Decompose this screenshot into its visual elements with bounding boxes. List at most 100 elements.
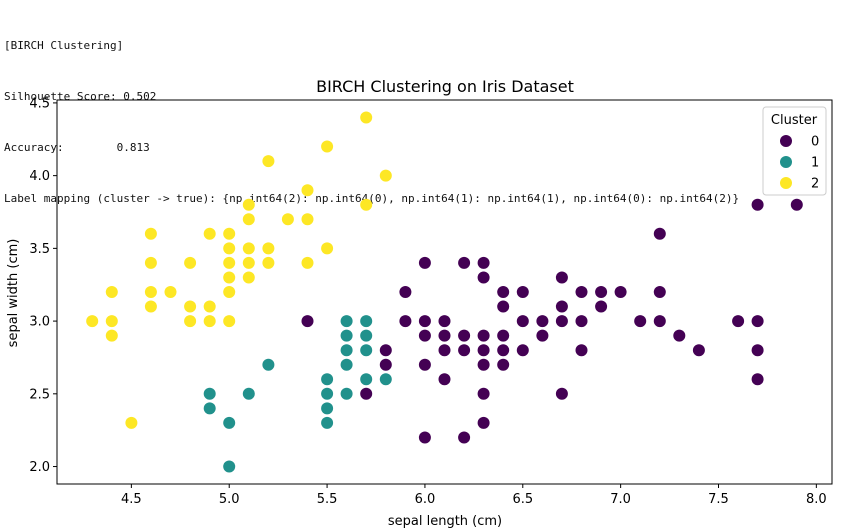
- x-tick-label: 7.5: [708, 492, 729, 507]
- y-tick-label: 3.5: [29, 242, 50, 257]
- data-point: [751, 344, 764, 357]
- legend-title: Cluster: [771, 113, 818, 128]
- data-point: [125, 416, 138, 429]
- data-point: [340, 329, 353, 342]
- data-point: [399, 315, 412, 328]
- console-line: Label mapping (cluster -> true): {np.int…: [4, 192, 740, 205]
- data-point: [634, 315, 647, 328]
- data-point: [321, 373, 334, 386]
- data-point: [555, 271, 568, 284]
- data-point: [516, 286, 529, 298]
- data-point: [477, 329, 490, 342]
- data-point: [477, 358, 490, 371]
- data-point: [477, 416, 490, 429]
- data-point: [555, 387, 568, 400]
- x-tick-label: 5.5: [317, 492, 338, 507]
- x-axis-label: sepal length (cm): [388, 514, 502, 528]
- data-point: [555, 315, 568, 328]
- data-point: [418, 431, 431, 444]
- data-point: [790, 198, 803, 211]
- data-point: [164, 286, 177, 298]
- plot-area-frame: [56, 99, 833, 485]
- data-point: [184, 256, 197, 269]
- console-output: [BIRCH Clustering] Silhouette Score: 0.5…: [4, 3, 739, 224]
- data-point: [360, 373, 373, 386]
- data-point: [692, 344, 705, 357]
- data-point: [360, 329, 373, 342]
- data-point: [497, 286, 510, 298]
- data-point: [321, 416, 334, 429]
- data-point: [242, 242, 255, 255]
- data-point: [223, 315, 236, 328]
- data-point: [223, 286, 236, 298]
- data-point: [497, 300, 510, 313]
- legend-label: 1: [811, 156, 819, 171]
- data-point: [340, 344, 353, 357]
- data-point: [516, 344, 529, 357]
- chart-title: BIRCH Clustering on Iris Dataset: [316, 77, 574, 96]
- data-point: [673, 329, 686, 342]
- data-point: [281, 213, 294, 226]
- data-point: [321, 387, 334, 400]
- data-point: [575, 315, 588, 328]
- y-tick-label: 4.0: [29, 169, 50, 184]
- data-point: [477, 387, 490, 400]
- data-point: [340, 387, 353, 400]
- data-point: [458, 329, 471, 342]
- data-point: [144, 256, 157, 269]
- data-point: [516, 315, 529, 328]
- data-point: [262, 155, 275, 168]
- x-axis: 4.5 5.0 5.5 6.0 6.5 7.0 7.5 8.0: [121, 484, 827, 507]
- data-point: [203, 227, 216, 240]
- y-tick-label: 2.5: [29, 387, 50, 402]
- data-point: [379, 373, 392, 386]
- data-point: [144, 300, 157, 313]
- data-point: [379, 169, 392, 182]
- data-point: [595, 286, 608, 298]
- data-point: [653, 286, 666, 298]
- y-axis: 2.0 2.5 3.0 3.5 4.0 4.5: [29, 96, 57, 475]
- data-point: [105, 329, 118, 342]
- data-point: [360, 315, 373, 328]
- data-point: [242, 256, 255, 269]
- y-tick-label: 3.0: [29, 315, 50, 330]
- data-point: [262, 242, 275, 255]
- data-point: [360, 111, 373, 124]
- data-point: [301, 184, 314, 197]
- legend-marker: [780, 135, 792, 147]
- data-point: [203, 300, 216, 313]
- data-point: [184, 300, 197, 313]
- x-tick-label: 4.5: [121, 492, 142, 507]
- data-point: [223, 227, 236, 240]
- x-tick-label: 5.0: [219, 492, 240, 507]
- data-point: [418, 329, 431, 342]
- legend-label: 2: [811, 177, 819, 192]
- data-point: [360, 198, 373, 211]
- data-point: [497, 344, 510, 357]
- data-point: [223, 416, 236, 429]
- data-point: [203, 315, 216, 328]
- data-point: [418, 315, 431, 328]
- data-point: [438, 315, 451, 328]
- x-tick-label: 6.5: [512, 492, 533, 507]
- x-tick-label: 8.0: [806, 492, 827, 507]
- data-point: [184, 315, 197, 328]
- data-point: [418, 358, 431, 371]
- data-point: [223, 256, 236, 269]
- data-point: [223, 242, 236, 255]
- data-point: [732, 315, 745, 328]
- data-point: [751, 198, 764, 211]
- data-point: [262, 358, 275, 371]
- data-point: [653, 227, 666, 240]
- data-point: [536, 329, 549, 342]
- data-point: [242, 387, 255, 400]
- data-point: [575, 286, 588, 298]
- data-point: [458, 344, 471, 357]
- data-point: [438, 344, 451, 357]
- data-point: [321, 140, 334, 153]
- legend-marker: [780, 177, 792, 189]
- data-point: [751, 373, 764, 386]
- data-point: [399, 286, 412, 298]
- data-point: [438, 373, 451, 386]
